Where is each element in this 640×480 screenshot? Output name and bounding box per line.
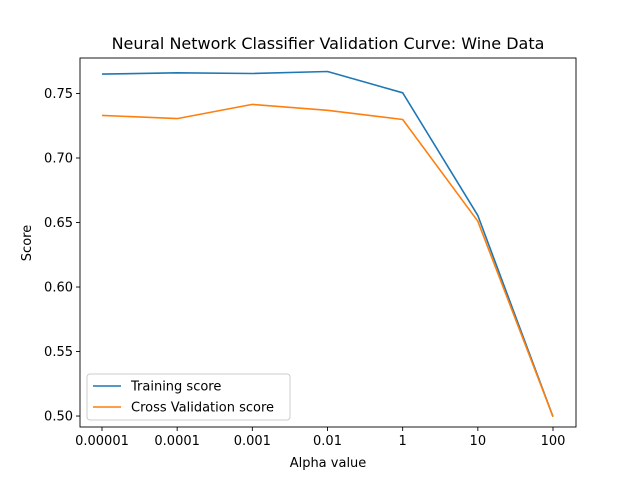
y-tick-label: 0.65 (44, 216, 73, 231)
y-tick-label: 0.75 (44, 87, 73, 102)
series-line-0 (101, 70, 554, 417)
y-tick-label: 0.55 (44, 345, 73, 360)
plot-frame (79, 57, 577, 428)
x-axis-label: Alpha value (290, 456, 367, 471)
y-tick-label: 0.70 (44, 151, 73, 166)
x-tick-label: 0.0001 (154, 434, 200, 449)
x-tick-label: 0.01 (313, 434, 342, 449)
series-line-1 (101, 103, 554, 417)
y-axis-label: Score (20, 225, 35, 261)
plot-area: 0.00001 0.0001 0.001 0.01 1 10 100 0.50 0.55 0.60… (44, 57, 577, 449)
x-tick-label: 100 (541, 434, 566, 449)
chart-title: Neural Network Classifier Validation Cur… (112, 34, 545, 53)
legend-label-1: Cross Validation score (131, 401, 274, 416)
legend-label-0: Training score (130, 380, 221, 395)
legend-box (86, 373, 291, 421)
x-tick-label: 1 (399, 434, 407, 449)
x-tick-label: 10 (470, 434, 487, 449)
y-tick-label: 0.60 (44, 281, 73, 296)
x-tick-label: 0.001 (234, 434, 271, 449)
x-tick-label: 0.00001 (75, 434, 129, 449)
y-tick-label: 0.50 (44, 410, 73, 425)
